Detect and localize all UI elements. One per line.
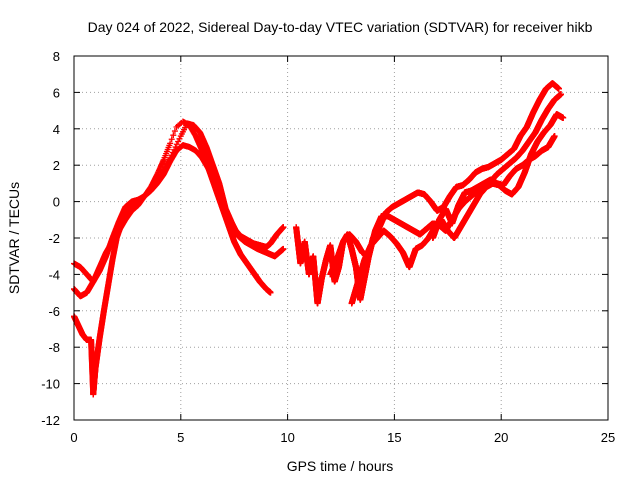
chart-title: Day 024 of 2022, Sidereal Day-to-day VTE… [88, 19, 593, 35]
data-markers [71, 80, 567, 398]
grid-lines [74, 56, 608, 420]
